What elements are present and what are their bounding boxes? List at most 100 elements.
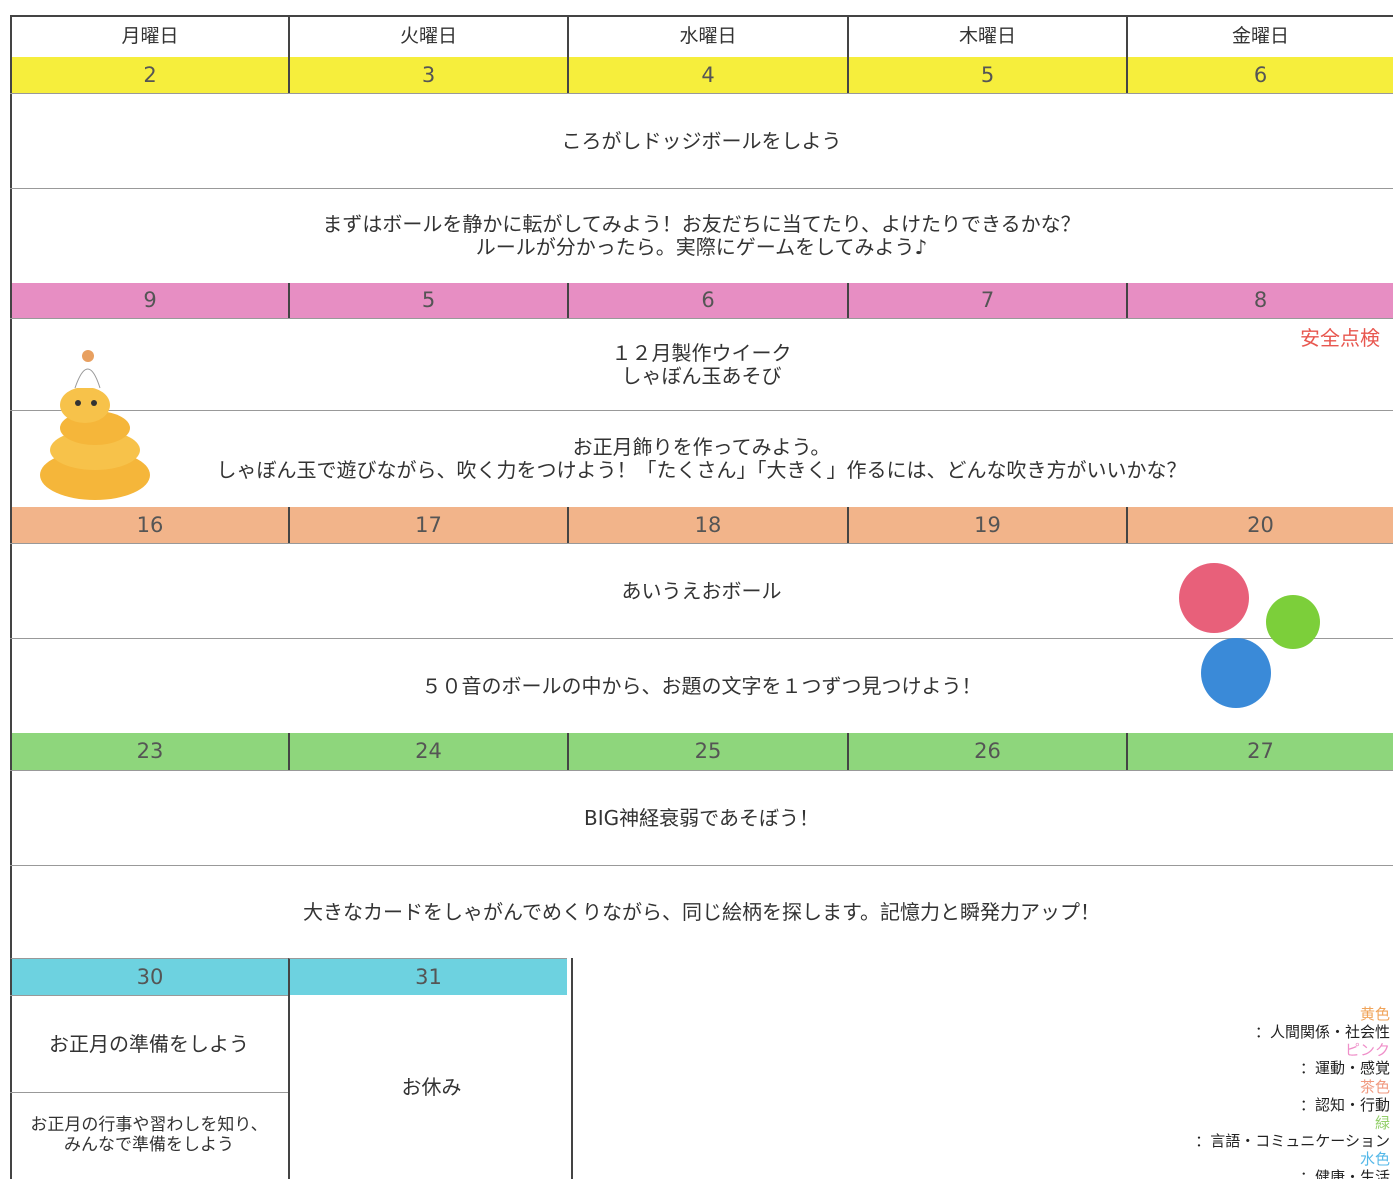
date-number: 23 — [136, 739, 164, 764]
date-cell: 5 — [847, 57, 1126, 93]
activity-description: 大きなカードをしゃがんでめくりながら、同じ絵柄を探します。記憶力と瞬発力アップ！ — [10, 865, 1393, 958]
description-line: まずはボールを静かに転がしてみよう！お友だちに当てたり、よけたりできるかな？ — [322, 212, 1081, 236]
activity-description: まずはボールを静かに転がしてみよう！お友だちに当てたり、よけたりできるかな？ ルー… — [10, 188, 1393, 283]
weekday-cell: 火曜日 — [288, 15, 567, 57]
date-number: 16 — [136, 512, 164, 537]
frame-left — [10, 15, 12, 1179]
date-cell: 20 — [1126, 507, 1393, 543]
legend-color: 水色 — [1359, 1150, 1390, 1168]
legend-meaning: ：言語・コミュニケーション — [1195, 1131, 1390, 1150]
date-cell: 19 — [847, 507, 1126, 543]
activity-title: ころがしドッジボールをしよう — [10, 93, 1393, 188]
date-cell: 7 — [847, 283, 1126, 318]
date-cell: 3 — [288, 57, 567, 93]
activity-title: あいうえおボール — [10, 543, 1393, 638]
date-cell: 23 — [10, 733, 288, 770]
date-number: 6 — [1253, 62, 1268, 87]
legend-meaning: ：認知・行動 — [1299, 1095, 1390, 1114]
date-cell: 8 — [1126, 283, 1393, 318]
description-line: 大きなカードをしゃがんでめくりながら、同じ絵柄を探します。記憶力と瞬発力アップ！ — [303, 899, 1100, 924]
date-cell: 5 — [288, 283, 567, 318]
activity-title: １２月製作ウイーク しゃぼん玉あそび — [10, 318, 1393, 410]
legend-meaning: ：人間関係・社会性 — [1254, 1023, 1390, 1041]
legend-color: 黄色 — [1359, 1005, 1390, 1023]
date-cell: 6 — [1126, 57, 1393, 93]
date-number: 18 — [694, 512, 722, 537]
activity-title: お正月の準備をしよう — [10, 995, 288, 1092]
weekday-cell: 金曜日 — [1126, 15, 1393, 57]
date-number: 7 — [980, 288, 995, 313]
weekday-cell: 水曜日 — [567, 15, 847, 57]
date-cell: 30 — [10, 958, 288, 995]
date-number: 19 — [974, 512, 1001, 537]
date-number: 4 — [701, 62, 715, 87]
date-number: 27 — [1247, 739, 1274, 764]
activity-title: BIG神経衰弱であそぼう！ — [10, 770, 1393, 865]
note: 安全点検 — [1300, 326, 1380, 350]
weekday-label: 月曜日 — [121, 25, 179, 48]
activity-description: お正月飾りを作ってみよう。 しゃぼん玉で遊びながら、吹く力をつけよう！「たくさん」… — [10, 410, 1393, 507]
date-cell: 2 — [10, 57, 288, 93]
date-cell: 17 — [288, 507, 567, 543]
description-line: しゃぼん玉で遊びながら、吹く力をつけよう！「たくさん」「大きく」作るには、どんな… — [216, 458, 1187, 482]
date-number: 20 — [1247, 512, 1274, 537]
legend-meaning: ：健康・生活 — [1299, 1168, 1390, 1179]
date-cell: 9 — [10, 283, 288, 318]
date-cell: 31 — [288, 958, 567, 995]
legend-item: 水色 ：健康・生活 — [1100, 1150, 1390, 1179]
weekday-label: 木曜日 — [958, 25, 1016, 48]
holiday-cell: お休み — [288, 995, 573, 1179]
date-cell: 18 — [567, 507, 847, 543]
weekday-label: 金曜日 — [1231, 25, 1289, 48]
date-number: 30 — [136, 964, 164, 989]
date-number: 5 — [980, 62, 995, 87]
date-cell: 27 — [1126, 733, 1393, 770]
date-number: 5 — [421, 288, 436, 313]
description-line: みんなで準備をしよう — [64, 1135, 234, 1155]
date-cell: 6 — [567, 283, 847, 318]
title-line: ころがしドッジボールをしよう — [561, 128, 842, 153]
date-number: 24 — [415, 739, 442, 764]
date-cell: 4 — [567, 57, 847, 93]
description-line: お正月の行事や習わしを知り、 — [30, 1115, 268, 1136]
date-number: 17 — [415, 512, 442, 537]
date-number: 31 — [415, 964, 442, 989]
description-line: ５０音のボールの中から、お題の文字を１つずつ見つけよう！ — [421, 673, 982, 698]
title-line: お正月の準備をしよう — [49, 1031, 249, 1056]
date-cell: 16 — [10, 507, 288, 543]
legend-color: 緑 — [1374, 1113, 1390, 1132]
title-line: しゃぼん玉あそび — [621, 363, 782, 388]
description-line: ルールが分かったら。実際にゲームをしてみよう♪ — [475, 235, 928, 259]
title-line: あいうえおボール — [621, 578, 782, 603]
legend-color: ピンク — [1344, 1041, 1390, 1060]
date-number: 6 — [701, 288, 715, 313]
weekday-cell: 木曜日 — [847, 15, 1126, 57]
date-number: 25 — [694, 739, 722, 764]
date-number: 9 — [143, 288, 157, 313]
legend-item: ピンク ：運動・感覚 — [1100, 1041, 1390, 1077]
holiday-label: お休み — [401, 1074, 462, 1099]
legend: 黄色 ：人間関係・社会性 ピンク ：運動・感覚 茶色 ：認知・行動緑：言語・コミュニケーシ… — [1100, 1005, 1390, 1179]
activity-description: お正月の行事や習わしを知り、 みんなで準備をしよう — [10, 1092, 288, 1179]
date-number: 2 — [143, 62, 157, 87]
date-cell: 24 — [288, 733, 567, 770]
legend-item: 緑：言語・コミュニケーション — [1100, 1114, 1390, 1150]
legend-meaning: ：運動・感覚 — [1299, 1059, 1390, 1078]
date-cell: 25 — [567, 733, 847, 770]
legend-color: 茶色 — [1359, 1077, 1390, 1096]
divider — [571, 958, 573, 1179]
weekday-cell: 月曜日 — [10, 15, 288, 57]
weekday-label: 火曜日 — [399, 25, 457, 48]
date-cell: 26 — [847, 733, 1126, 770]
weekday-label: 水曜日 — [679, 25, 737, 48]
date-number: 3 — [421, 62, 436, 87]
title-line: BIG神経衰弱であそぼう！ — [584, 805, 819, 830]
legend-item: 茶色 ：認知・行動 — [1100, 1078, 1390, 1114]
legend-item: 黄色 ：人間関係・社会性 — [1100, 1005, 1390, 1041]
activity-description: ５０音のボールの中から、お題の文字を１つずつ見つけよう！ — [10, 638, 1393, 733]
title-line: １２月製作ウイーク — [611, 340, 792, 365]
date-number: 26 — [974, 739, 1001, 764]
description-line: お正月飾りを作ってみよう。 — [572, 435, 831, 459]
date-number: 8 — [1253, 288, 1268, 313]
